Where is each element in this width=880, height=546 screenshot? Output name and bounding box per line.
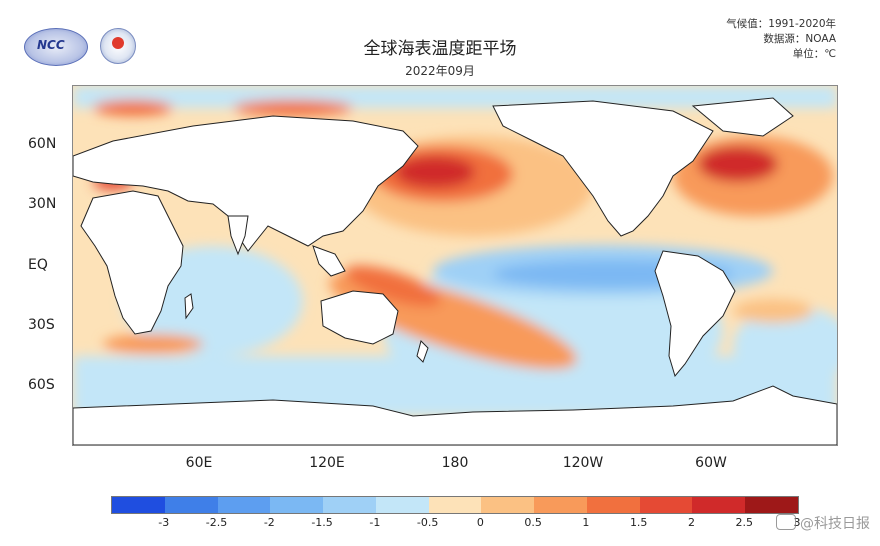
colorbar-swatch bbox=[481, 497, 535, 513]
colorbar-label: 0 bbox=[476, 516, 484, 529]
colorbar-label: 2.5 bbox=[735, 516, 753, 529]
new-zealand bbox=[416, 340, 429, 363]
lon-label-120e: 120E bbox=[309, 455, 345, 471]
colorbar-swatch bbox=[586, 497, 640, 513]
australia bbox=[320, 290, 399, 345]
south-america bbox=[654, 250, 736, 378]
eurasia bbox=[73, 115, 419, 252]
bcc-logo bbox=[100, 28, 136, 64]
colorbar-swatch bbox=[375, 497, 429, 513]
colorbar-swatch bbox=[217, 497, 271, 513]
climatology-note: 气候值：1991-2020年 bbox=[726, 18, 836, 30]
colorbar-label: 3 bbox=[793, 516, 801, 529]
lon-label-60w: 60W bbox=[695, 455, 727, 471]
madagascar bbox=[184, 293, 194, 320]
watermark-text: @科技日报 bbox=[800, 516, 870, 532]
lat-label-60s: 60S bbox=[28, 377, 55, 393]
colorbar-swatch bbox=[534, 497, 587, 513]
north-america bbox=[492, 100, 714, 237]
map-title: 全球海表温度距平场 bbox=[363, 39, 517, 59]
greenland bbox=[691, 97, 794, 137]
colorbar-swatch bbox=[692, 497, 746, 513]
map-metadata: 气候值：1991-2020年 数据源：NOAA 单位：℃ bbox=[726, 17, 836, 62]
india bbox=[227, 215, 249, 256]
colorbar-label: -2.5 bbox=[205, 516, 228, 529]
antarctica bbox=[73, 385, 837, 445]
colorbar-label: -3 bbox=[158, 516, 170, 529]
colorbar-label: -1.5 bbox=[311, 516, 333, 529]
lat-label-30n: 30N bbox=[28, 196, 57, 212]
weibo-camera-icon bbox=[776, 514, 796, 530]
sst-anomaly-map bbox=[72, 85, 838, 446]
colorbar-label: 1.5 bbox=[629, 516, 648, 529]
ncc-logo-text: NCC bbox=[37, 38, 65, 52]
lon-label-60e: 60E bbox=[185, 455, 213, 471]
lat-label-eq: EQ bbox=[28, 257, 48, 273]
colorbar-label: -0.5 bbox=[416, 516, 439, 529]
southeast-asia bbox=[312, 245, 346, 277]
colorbar-swatch bbox=[270, 497, 324, 513]
lat-label-30s: 30S bbox=[28, 317, 55, 333]
colorbar-swatch bbox=[745, 497, 798, 513]
unit-note: 单位：℃ bbox=[792, 48, 836, 60]
ncc-logo: NCC bbox=[24, 28, 88, 66]
colorbar-swatch bbox=[164, 497, 218, 513]
colorbar-label: -2 bbox=[263, 516, 275, 529]
watermark: @科技日报 bbox=[776, 513, 870, 533]
colorbar-label: 0.5 bbox=[524, 516, 542, 529]
africa bbox=[80, 190, 184, 335]
lon-label-180: 180 bbox=[441, 455, 469, 471]
colorbar bbox=[111, 496, 799, 514]
lat-label-60n: 60N bbox=[28, 136, 57, 152]
colorbar-swatch bbox=[323, 497, 376, 513]
map-subtitle: 2022年09月 bbox=[405, 64, 475, 78]
bcc-logo-mark bbox=[112, 37, 124, 49]
colorbar-swatch bbox=[639, 497, 693, 513]
colorbar-label: -1 bbox=[369, 516, 381, 529]
lon-label-120w: 120W bbox=[562, 455, 604, 471]
colorbar-label: 2 bbox=[687, 516, 695, 529]
data-source-note: 数据源：NOAA bbox=[763, 33, 836, 45]
land-masses bbox=[73, 97, 837, 445]
colorbar-label: 1 bbox=[582, 516, 590, 529]
colorbar-swatch bbox=[428, 497, 482, 513]
colorbar-swatch bbox=[112, 497, 165, 513]
